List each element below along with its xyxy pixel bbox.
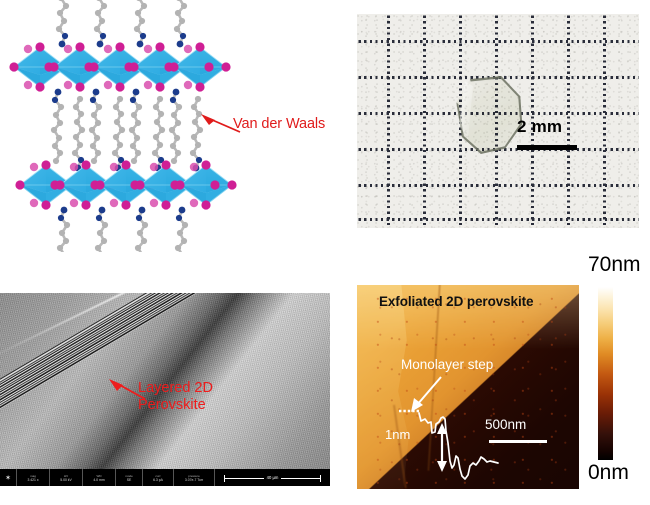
afm-scalebar bbox=[489, 440, 547, 443]
layered-perovskite-callout: Layered 2D Perovskite bbox=[138, 380, 213, 414]
databar-cell-pressure: pressure 3.07e-7 Torr bbox=[174, 469, 215, 486]
panel-afm-topography: Exfoliated 2D perovskite Monolayer step … bbox=[357, 285, 579, 489]
sem-scalebar-label: 40 µm bbox=[263, 475, 282, 480]
grid-line-horizontal bbox=[357, 40, 639, 43]
sem-databar: ✶ mag 3 421 x HV 5.00 kV WD 4.0 mm mode … bbox=[0, 469, 330, 486]
grid-line-vertical bbox=[423, 14, 426, 228]
colorbar-max-label: 70nm bbox=[588, 253, 641, 276]
organic-chains-bottom bbox=[55, 205, 190, 252]
afm-overlay-annotations bbox=[399, 376, 499, 480]
graph-paper-background: 2 mm bbox=[357, 14, 639, 228]
organic-chains-top bbox=[54, 0, 189, 49]
optical-scalebar bbox=[517, 145, 577, 150]
grid-line-horizontal bbox=[357, 218, 639, 221]
panel-optical-photograph: 2 mm bbox=[357, 14, 639, 228]
van-der-waals-label: Van der Waals bbox=[233, 116, 326, 132]
sem-scalebar: 40 µm bbox=[215, 469, 330, 486]
monolayer-step-label: Monolayer step bbox=[401, 357, 494, 372]
optical-scalebar-label: 2 mm bbox=[517, 117, 563, 136]
databar-cell-mode: mode SE bbox=[116, 469, 143, 486]
sem-noise-texture bbox=[0, 293, 330, 469]
grid-line-vertical bbox=[387, 14, 390, 228]
grid-line-vertical bbox=[603, 14, 606, 228]
grid-line-vertical bbox=[531, 14, 534, 228]
afm-height-colorbar-group: 70nm 0nm bbox=[588, 253, 650, 493]
panel-sem-micrograph: ✶ mag 3 421 x HV 5.00 kV WD 4.0 mm mode … bbox=[0, 293, 330, 489]
sem-callout-line-2: Perovskite bbox=[138, 397, 206, 413]
databar-cell-wd: WD 4.0 mm bbox=[83, 469, 116, 486]
step-height-arrow-icon bbox=[437, 423, 447, 472]
step-height-label: 1nm bbox=[385, 427, 411, 442]
afm-substrate-particles bbox=[357, 285, 579, 489]
afm-line-profile bbox=[418, 412, 499, 480]
panel-crystal-structure: Van der Waals bbox=[0, 0, 340, 252]
afm-upper-terrace bbox=[357, 285, 579, 349]
databar-cell-current: curr 6.3 pA bbox=[143, 469, 174, 486]
monolayer-step-arrow-icon bbox=[411, 376, 442, 412]
sem-vendor-logo-icon: ✶ bbox=[0, 469, 17, 486]
afm-scalebar-label: 500nm bbox=[485, 417, 527, 432]
sem-callout-line-1: Layered 2D bbox=[138, 380, 213, 396]
grid-line-vertical bbox=[567, 14, 570, 228]
sem-image-field bbox=[0, 293, 330, 469]
van-der-waals-arrow-icon bbox=[201, 114, 241, 133]
databar-cell-hv: HV 5.00 kV bbox=[50, 469, 83, 486]
afm-height-map bbox=[357, 285, 579, 489]
colorbar-min-label: 0nm bbox=[588, 461, 629, 484]
afm-panel-title: Exfoliated 2D perovskite bbox=[379, 294, 534, 309]
grid-line-horizontal bbox=[357, 184, 639, 187]
inorganic-layer-bottom bbox=[14, 159, 238, 211]
layered-perovskite-arrow-icon bbox=[109, 379, 146, 400]
organic-spacer-gap bbox=[49, 87, 205, 173]
colorbar-gradient bbox=[598, 287, 613, 460]
inorganic-layer-top bbox=[8, 41, 232, 93]
databar-cell-mag: mag 3 421 x bbox=[17, 469, 50, 486]
